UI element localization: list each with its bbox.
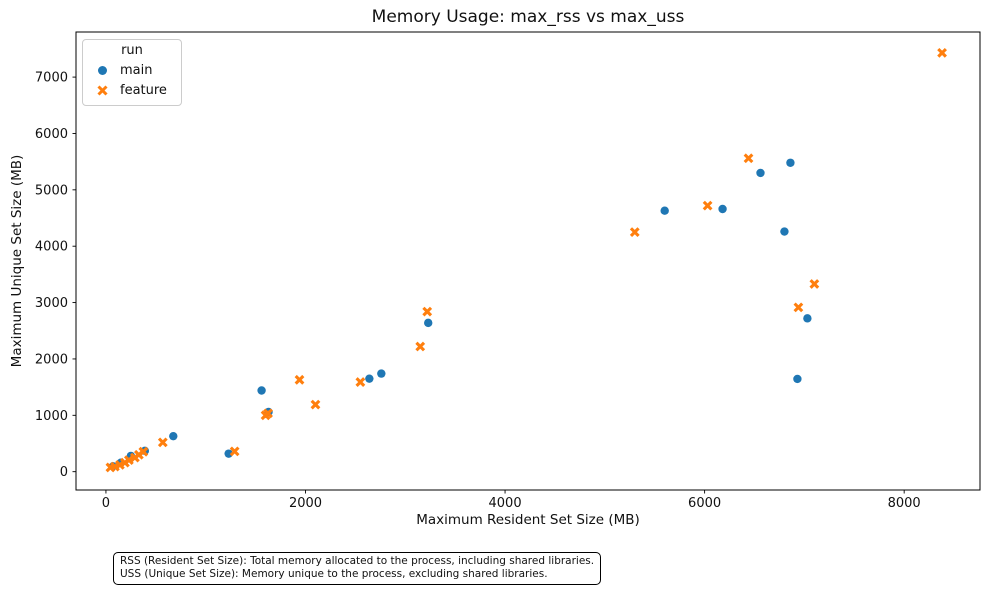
axes-frame: [75, 31, 981, 491]
x-marker-icon: [95, 84, 110, 96]
x-tick-label: 4000: [489, 496, 522, 511]
y-axis-label: Maximum Unique Set Size (MB): [9, 154, 25, 368]
data-point-main: [660, 206, 669, 215]
data-point-feature: [629, 227, 640, 238]
footnote-line-rss: RSS (Resident Set Size): Total memory al…: [120, 555, 595, 567]
footnote-box: RSS (Resident Set Size): Total memory al…: [113, 552, 602, 585]
x-axis-label: Maximum Resident Set Size (MB): [416, 512, 640, 528]
data-point-main: [803, 314, 812, 323]
data-point-main: [224, 449, 233, 458]
legend-item-main: main: [93, 60, 171, 80]
data-point-feature: [422, 306, 433, 317]
y-tick-label: 4000: [35, 240, 68, 255]
data-point-feature: [123, 455, 134, 466]
y-tick-label: 5000: [35, 183, 68, 198]
y-tick-label: 2000: [35, 352, 68, 367]
data-point-main: [718, 204, 727, 214]
data-point-feature: [415, 341, 426, 352]
data-point-feature: [229, 446, 240, 457]
y-tick-label: 0: [60, 465, 68, 480]
x-tick-label: 2000: [289, 496, 322, 511]
legend-label-feature: feature: [120, 82, 167, 98]
y-tick-label: 3000: [35, 296, 68, 311]
y-tick-label: 6000: [35, 127, 68, 142]
y-tick-label: 1000: [35, 409, 68, 424]
data-point-feature: [138, 446, 149, 457]
data-point-feature: [809, 279, 820, 289]
data-point-main: [780, 227, 789, 236]
legend-item-feature: feature: [93, 80, 171, 100]
data-point-main: [169, 431, 178, 441]
data-point-main: [377, 369, 386, 378]
data-point-main: [786, 158, 795, 167]
chart-title: Memory Usage: max_rss vs max_uss: [371, 7, 685, 27]
y-tick-label: 7000: [35, 71, 68, 86]
data-point-feature: [294, 374, 305, 385]
data-point-feature: [263, 408, 273, 419]
data-point-main: [365, 374, 374, 383]
data-point-feature: [157, 437, 168, 448]
x-tick-label: 0: [102, 496, 110, 511]
circle-marker-icon: [95, 65, 110, 75]
x-tick-label: 6000: [688, 496, 721, 511]
legend-label-main: main: [120, 62, 153, 78]
data-point-main: [756, 168, 765, 178]
data-point-feature: [702, 200, 713, 211]
data-point-feature: [355, 377, 366, 387]
data-point-feature: [793, 302, 804, 313]
legend: run main feature: [82, 39, 182, 106]
data-point-feature: [937, 47, 947, 58]
data-point-main: [793, 374, 802, 384]
footnote-line-uss: USS (Unique Set Size): Memory unique to …: [120, 568, 548, 580]
x-tick-label: 8000: [888, 496, 921, 511]
data-point-main: [424, 318, 433, 328]
data-point-feature: [310, 399, 321, 410]
data-point-feature: [743, 153, 754, 164]
data-point-main: [257, 386, 266, 395]
legend-title: run: [121, 43, 143, 58]
